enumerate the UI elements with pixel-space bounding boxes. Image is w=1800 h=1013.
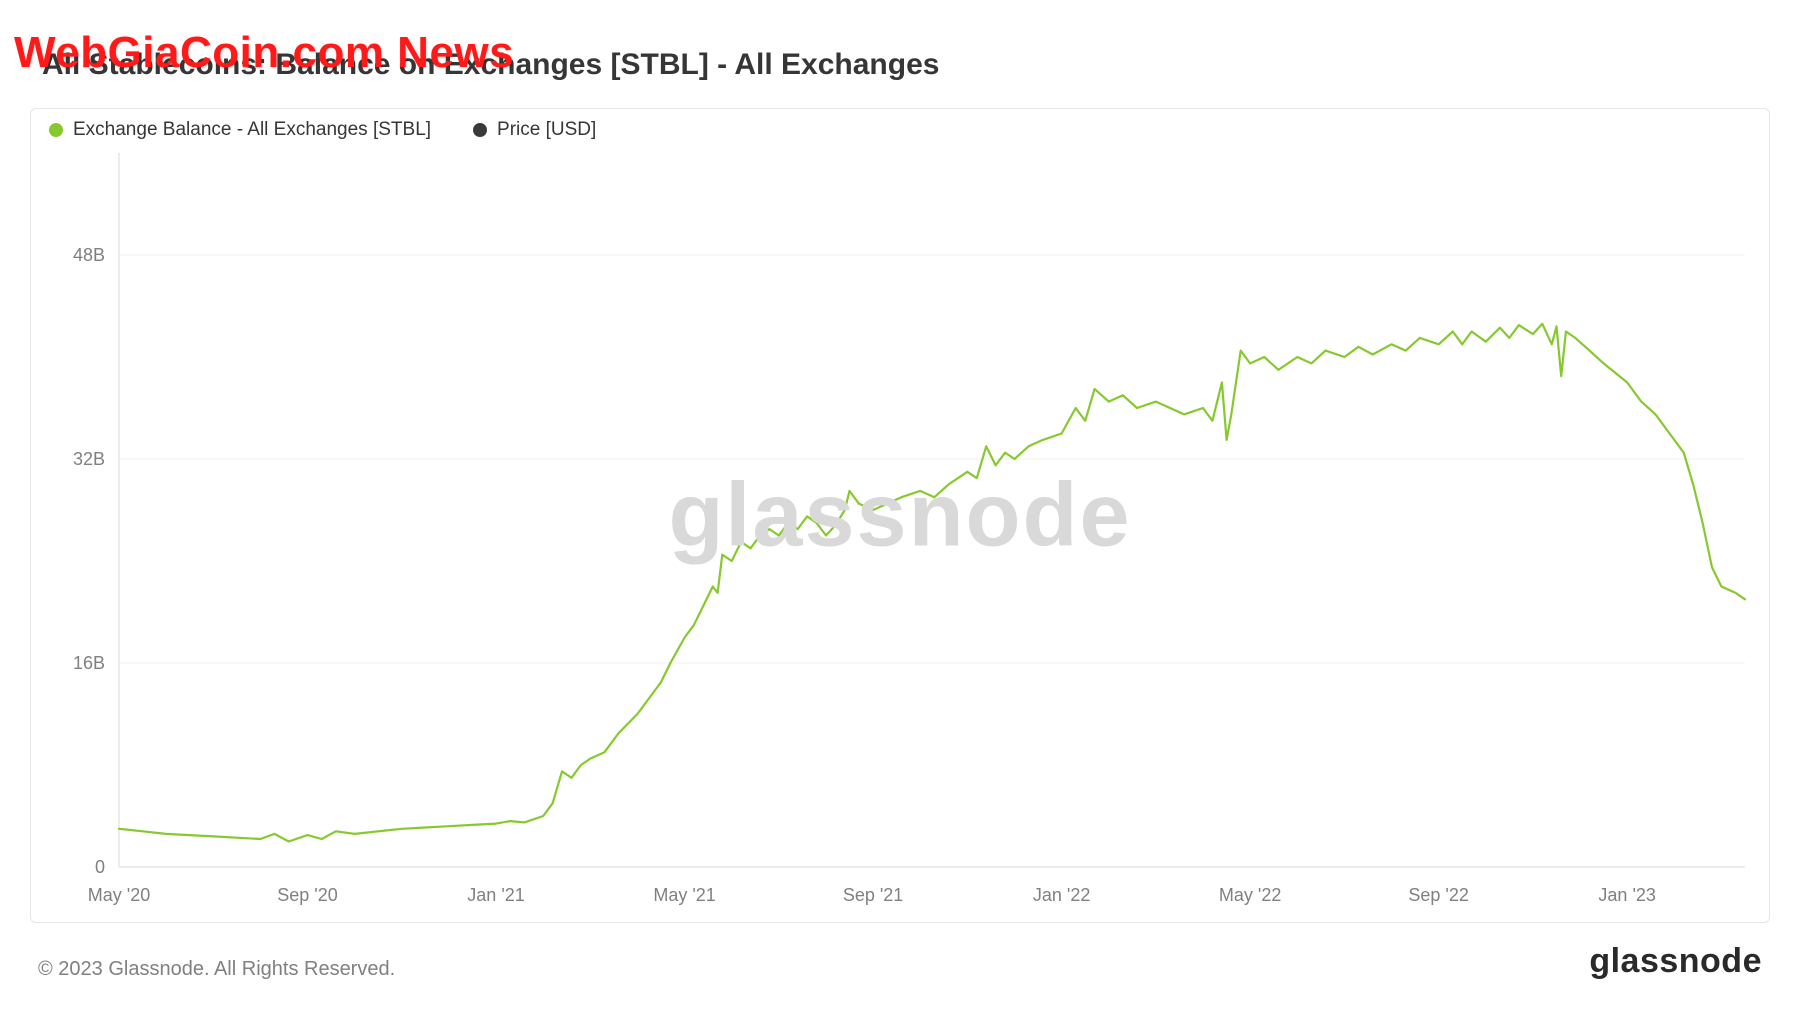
svg-text:May '20: May '20 [88,885,150,905]
svg-text:May '22: May '22 [1219,885,1281,905]
copyright-text: © 2023 Glassnode. All Rights Reserved. [38,958,395,981]
svg-text:32B: 32B [73,449,105,469]
footer: © 2023 Glassnode. All Rights Reserved. g… [38,942,1762,981]
svg-text:Sep '21: Sep '21 [843,885,904,905]
chart-plot: 0 16B 32B 48B May '20 Sep '20 Jan '21 May '21 Se… [31,109,1769,922]
svg-text:Jan '21: Jan '21 [467,885,524,905]
svg-text:16B: 16B [73,653,105,673]
legend-dot-price [473,123,487,137]
svg-text:Sep '20: Sep '20 [277,885,338,905]
legend-dot-balance [49,123,63,137]
chart-legend: Exchange Balance - All Exchanges [STBL] … [49,119,596,141]
legend-label-balance: Exchange Balance - All Exchanges [STBL] [73,119,431,141]
svg-text:Jan '22: Jan '22 [1033,885,1090,905]
legend-item-price: Price [USD] [473,119,596,141]
chart-frame: Exchange Balance - All Exchanges [STBL] … [30,108,1770,923]
legend-label-price: Price [USD] [497,119,596,141]
svg-text:May '21: May '21 [653,885,715,905]
legend-item-balance: Exchange Balance - All Exchanges [STBL] [49,119,431,141]
svg-text:Jan '23: Jan '23 [1598,885,1655,905]
overlay-watermark: WebGiaCoin.com News [14,28,514,78]
svg-text:Sep '22: Sep '22 [1408,885,1469,905]
brand-logo: glassnode [1589,942,1762,981]
svg-text:0: 0 [95,857,105,877]
svg-text:48B: 48B [73,245,105,265]
